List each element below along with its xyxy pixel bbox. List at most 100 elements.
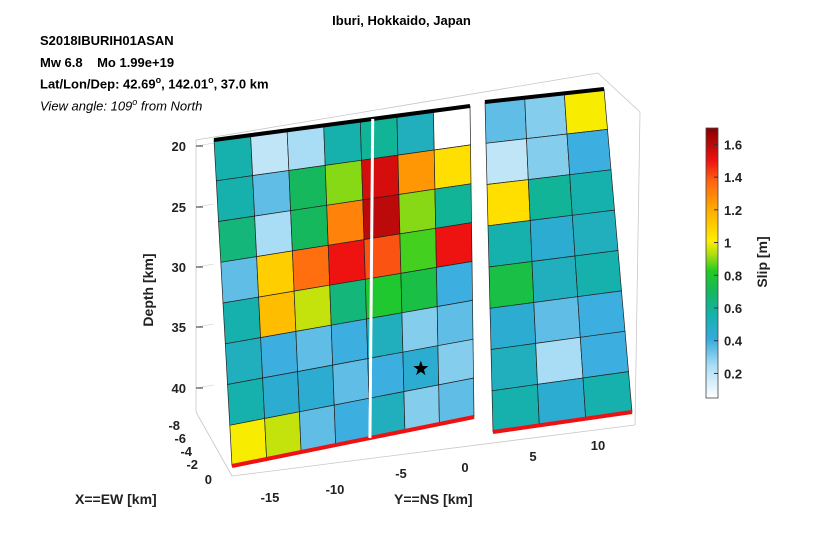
slip-patch [215, 175, 255, 222]
slip-patch [218, 215, 257, 263]
axis-ticks: 20 25 30 35 40 -5 0 5 10 -15 -10 -8-6-4-2 0 [168, 139, 605, 505]
slip-patch [292, 244, 331, 292]
loc-lat: Lat/Lon/Dep: 42.69 [40, 76, 156, 92]
axes-box-edge [195, 411, 233, 477]
slip-patch [484, 97, 527, 144]
slip-patch [571, 209, 619, 257]
depth-tick-label: 20 [172, 139, 186, 154]
slip-patch [329, 278, 367, 326]
slip-patch [489, 302, 537, 350]
view-prefix: View angle: 109 [40, 98, 133, 114]
colorbar: 0.2 0.4 0.6 0.8 1 1.2 1.4 1.6 Slip [m] [705, 127, 770, 399]
slip-patch [566, 129, 612, 176]
slip-patch [254, 210, 293, 258]
slip-patch [490, 343, 538, 392]
slip-patch [297, 364, 335, 413]
slip-patch [293, 284, 332, 332]
location-line: Lat/Lon/Dep: 42.69o, 142.01o, 37.0 km [40, 75, 269, 91]
colorbar-tick-label: 0.8 [724, 268, 742, 283]
slip-patch [526, 133, 571, 180]
colorbar-label: Slip [m] [754, 236, 770, 287]
slip-patch [527, 174, 573, 221]
slip-patch [574, 250, 622, 298]
colorbar-tick-label: 0.6 [724, 301, 742, 316]
slip-patch [433, 105, 471, 151]
slip-patch [332, 358, 370, 406]
event-id: S2018IBURIH01ASAN [40, 33, 174, 48]
slip-patch [359, 115, 399, 161]
slip-patch [363, 233, 402, 280]
slip-patch [435, 222, 473, 268]
hypocenter-star [413, 360, 429, 376]
slip-patch [367, 351, 405, 399]
view-suffix: from North [137, 98, 203, 114]
x-tick-label: -6 [174, 431, 186, 446]
slip-patch [227, 377, 265, 426]
axes-box-edge [597, 72, 641, 113]
slip-patch [252, 170, 291, 217]
slip-patch [288, 164, 328, 212]
slip-patches [213, 88, 633, 467]
colorbar-ticks: 0.2 0.4 0.6 0.8 1 1.2 1.4 1.6 [714, 137, 743, 381]
slip-patch [250, 129, 290, 176]
deg-sup-1: o [155, 75, 162, 85]
depth-tick-label: 25 [172, 200, 186, 215]
slip-patch [524, 92, 568, 139]
slip-patch [256, 250, 295, 298]
slip-patch [437, 338, 474, 386]
slip-patch [563, 88, 608, 135]
axes-box-edge [195, 72, 599, 141]
ns-tick-label: -5 [395, 466, 407, 481]
axes-box [195, 72, 641, 477]
axes-box-edge [634, 111, 641, 426]
fault-bottom-edge [492, 410, 633, 434]
x-tick-label: -2 [186, 457, 198, 472]
slip-patch [399, 227, 437, 274]
slip-patch [295, 324, 334, 373]
colorbar-tick-label: 1.2 [724, 203, 742, 218]
depth-axis-label: Depth [km] [140, 253, 156, 326]
slip-patch [260, 330, 298, 379]
slip-patch [488, 261, 535, 309]
slip-patch [487, 220, 533, 268]
slip-patch [433, 144, 472, 190]
ew-tick-label: -15 [261, 490, 280, 505]
slip-patch [222, 296, 261, 345]
ew-axis-label: X==EW [km] [75, 491, 157, 507]
slip-patch [258, 290, 297, 339]
view-angle-line: View angle: 109o from North [40, 97, 202, 113]
slip-patch [286, 125, 326, 171]
ns-tick-label: 0 [461, 460, 468, 475]
fault-edges [213, 87, 633, 468]
colorbar-tick-label: 1 [724, 236, 731, 251]
fault-bottom-edge [231, 415, 475, 468]
slip-patch [531, 255, 579, 303]
slip-patch [224, 337, 263, 385]
depth-tick-label: 30 [172, 260, 186, 275]
slip-patch [533, 296, 581, 344]
slip-patch [434, 183, 472, 229]
slip-patch [577, 290, 626, 338]
slip-patch [327, 239, 366, 286]
slip-patch [220, 256, 259, 304]
depth-tick-label: 35 [172, 320, 186, 335]
depth-tick-label: 40 [172, 381, 186, 396]
slip-patch [326, 199, 365, 246]
slip-patch [398, 188, 437, 235]
x-tick-label: -8 [168, 418, 180, 433]
slip-patch [569, 169, 615, 216]
ns-axis-label: Y==NS [km] [394, 491, 473, 507]
colorbar-tick-label: 0.2 [724, 366, 742, 381]
axes-box-edge [231, 424, 636, 477]
fault-top-edge [213, 104, 471, 142]
colorbar-tick-label: 1.6 [724, 137, 742, 152]
slip-patch [436, 299, 474, 347]
ew-tick-label: -10 [326, 482, 345, 497]
slip-patch [535, 336, 584, 385]
slip-patch [401, 306, 439, 353]
segment-seam [368, 118, 375, 439]
loc-dep: , 37.0 km [213, 76, 269, 92]
slip-patch [323, 120, 362, 166]
slip-patch [262, 371, 300, 419]
ns-tick-label: 5 [529, 449, 536, 464]
